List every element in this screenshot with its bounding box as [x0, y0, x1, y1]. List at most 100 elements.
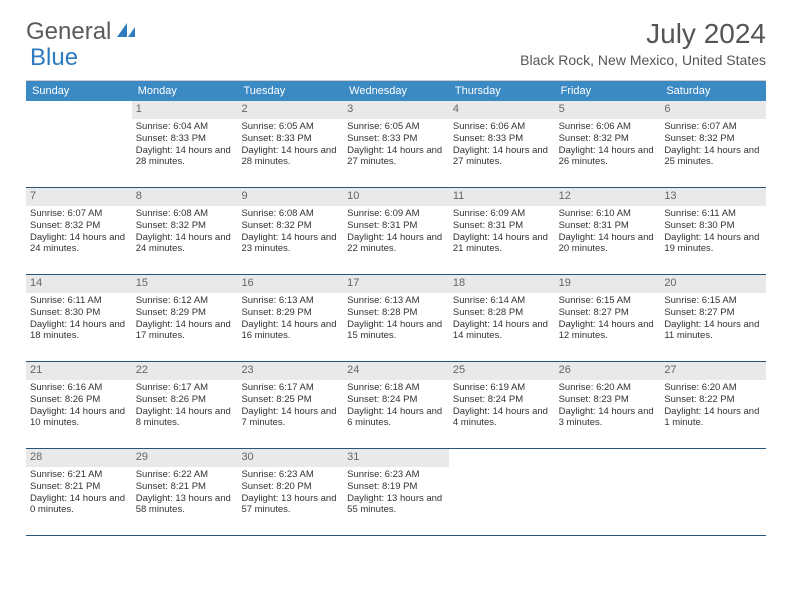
- weekday-header: Tuesday: [237, 81, 343, 101]
- sunset-line: Sunset: 8:26 PM: [30, 394, 128, 406]
- calendar-week-row: 28Sunrise: 6:21 AMSunset: 8:21 PMDayligh…: [26, 449, 766, 536]
- day-content: Sunrise: 6:11 AMSunset: 8:30 PMDaylight:…: [660, 206, 766, 260]
- sunrise-line: Sunrise: 6:14 AM: [453, 295, 551, 307]
- day-content: Sunrise: 6:11 AMSunset: 8:30 PMDaylight:…: [26, 293, 132, 347]
- calendar-day-cell: 20Sunrise: 6:15 AMSunset: 8:27 PMDayligh…: [660, 275, 766, 361]
- daylight-line: Daylight: 14 hours and 20 minutes.: [559, 232, 657, 256]
- calendar-day-cell: 7Sunrise: 6:07 AMSunset: 8:32 PMDaylight…: [26, 188, 132, 274]
- daylight-line: Daylight: 14 hours and 17 minutes.: [136, 319, 234, 343]
- calendar-day-cell: 28Sunrise: 6:21 AMSunset: 8:21 PMDayligh…: [26, 449, 132, 535]
- sunset-line: Sunset: 8:29 PM: [136, 307, 234, 319]
- calendar-day-cell: 1Sunrise: 6:04 AMSunset: 8:33 PMDaylight…: [132, 101, 238, 187]
- day-content: Sunrise: 6:08 AMSunset: 8:32 PMDaylight:…: [132, 206, 238, 260]
- day-content: Sunrise: 6:07 AMSunset: 8:32 PMDaylight:…: [660, 119, 766, 173]
- sunrise-line: Sunrise: 6:23 AM: [241, 469, 339, 481]
- sunset-line: Sunset: 8:31 PM: [453, 220, 551, 232]
- day-number: 31: [343, 449, 449, 467]
- day-number: 28: [26, 449, 132, 467]
- sunset-line: Sunset: 8:28 PM: [347, 307, 445, 319]
- daylight-line: Daylight: 14 hours and 23 minutes.: [241, 232, 339, 256]
- logo-sail-icon: [115, 21, 137, 44]
- sunrise-line: Sunrise: 6:12 AM: [136, 295, 234, 307]
- sunset-line: Sunset: 8:24 PM: [453, 394, 551, 406]
- calendar-week-row: 21Sunrise: 6:16 AMSunset: 8:26 PMDayligh…: [26, 362, 766, 449]
- calendar-day-cell: 17Sunrise: 6:13 AMSunset: 8:28 PMDayligh…: [343, 275, 449, 361]
- daylight-line: Daylight: 14 hours and 16 minutes.: [241, 319, 339, 343]
- day-content: Sunrise: 6:12 AMSunset: 8:29 PMDaylight:…: [132, 293, 238, 347]
- calendar-day-cell: 8Sunrise: 6:08 AMSunset: 8:32 PMDaylight…: [132, 188, 238, 274]
- sunrise-line: Sunrise: 6:20 AM: [664, 382, 762, 394]
- sunrise-line: Sunrise: 6:10 AM: [559, 208, 657, 220]
- day-number: 16: [237, 275, 343, 293]
- daylight-line: Daylight: 13 hours and 55 minutes.: [347, 493, 445, 517]
- sunrise-line: Sunrise: 6:08 AM: [241, 208, 339, 220]
- day-number: 30: [237, 449, 343, 467]
- day-content: Sunrise: 6:17 AMSunset: 8:25 PMDaylight:…: [237, 380, 343, 434]
- logo-text-gray: General: [26, 18, 111, 46]
- sunset-line: Sunset: 8:22 PM: [664, 394, 762, 406]
- sunset-line: Sunset: 8:32 PM: [241, 220, 339, 232]
- day-content: Sunrise: 6:10 AMSunset: 8:31 PMDaylight:…: [555, 206, 661, 260]
- sunrise-line: Sunrise: 6:23 AM: [347, 469, 445, 481]
- day-content: Sunrise: 6:20 AMSunset: 8:23 PMDaylight:…: [555, 380, 661, 434]
- day-content: Sunrise: 6:09 AMSunset: 8:31 PMDaylight:…: [343, 206, 449, 260]
- sunrise-line: Sunrise: 6:20 AM: [559, 382, 657, 394]
- sunset-line: Sunset: 8:31 PM: [559, 220, 657, 232]
- weekday-header: Sunday: [26, 81, 132, 101]
- calendar-day-cell: 22Sunrise: 6:17 AMSunset: 8:26 PMDayligh…: [132, 362, 238, 448]
- weekday-header: Wednesday: [343, 81, 449, 101]
- day-number: 21: [26, 362, 132, 380]
- day-number: 19: [555, 275, 661, 293]
- calendar-day-cell: [555, 449, 661, 535]
- calendar-day-cell: 27Sunrise: 6:20 AMSunset: 8:22 PMDayligh…: [660, 362, 766, 448]
- daylight-line: Daylight: 14 hours and 0 minutes.: [30, 493, 128, 517]
- day-content: Sunrise: 6:08 AMSunset: 8:32 PMDaylight:…: [237, 206, 343, 260]
- daylight-line: Daylight: 14 hours and 4 minutes.: [453, 406, 551, 430]
- weekday-header: Saturday: [660, 81, 766, 101]
- sunrise-line: Sunrise: 6:17 AM: [136, 382, 234, 394]
- calendar-day-cell: 24Sunrise: 6:18 AMSunset: 8:24 PMDayligh…: [343, 362, 449, 448]
- daylight-line: Daylight: 14 hours and 19 minutes.: [664, 232, 762, 256]
- daylight-line: Daylight: 14 hours and 3 minutes.: [559, 406, 657, 430]
- sunrise-line: Sunrise: 6:11 AM: [664, 208, 762, 220]
- day-number: 11: [449, 188, 555, 206]
- day-number: 29: [132, 449, 238, 467]
- sunset-line: Sunset: 8:32 PM: [559, 133, 657, 145]
- sunrise-line: Sunrise: 6:15 AM: [664, 295, 762, 307]
- daylight-line: Daylight: 14 hours and 21 minutes.: [453, 232, 551, 256]
- sunrise-line: Sunrise: 6:16 AM: [30, 382, 128, 394]
- day-content: Sunrise: 6:06 AMSunset: 8:33 PMDaylight:…: [449, 119, 555, 173]
- day-number: 3: [343, 101, 449, 119]
- calendar-day-cell: 2Sunrise: 6:05 AMSunset: 8:33 PMDaylight…: [237, 101, 343, 187]
- calendar-day-cell: 10Sunrise: 6:09 AMSunset: 8:31 PMDayligh…: [343, 188, 449, 274]
- sunrise-line: Sunrise: 6:19 AM: [453, 382, 551, 394]
- daylight-line: Daylight: 14 hours and 24 minutes.: [136, 232, 234, 256]
- sunrise-line: Sunrise: 6:05 AM: [241, 121, 339, 133]
- day-content: Sunrise: 6:20 AMSunset: 8:22 PMDaylight:…: [660, 380, 766, 434]
- day-number: 2: [237, 101, 343, 119]
- daylight-line: Daylight: 13 hours and 58 minutes.: [136, 493, 234, 517]
- sunrise-line: Sunrise: 6:15 AM: [559, 295, 657, 307]
- day-content: Sunrise: 6:06 AMSunset: 8:32 PMDaylight:…: [555, 119, 661, 173]
- daylight-line: Daylight: 14 hours and 27 minutes.: [453, 145, 551, 169]
- day-content: Sunrise: 6:17 AMSunset: 8:26 PMDaylight:…: [132, 380, 238, 434]
- calendar-day-cell: 31Sunrise: 6:23 AMSunset: 8:19 PMDayligh…: [343, 449, 449, 535]
- calendar-day-cell: 29Sunrise: 6:22 AMSunset: 8:21 PMDayligh…: [132, 449, 238, 535]
- weekday-header-row: SundayMondayTuesdayWednesdayThursdayFrid…: [26, 81, 766, 101]
- title-block: July 2024 Black Rock, New Mexico, United…: [520, 18, 766, 68]
- day-number: 15: [132, 275, 238, 293]
- calendar-day-cell: 12Sunrise: 6:10 AMSunset: 8:31 PMDayligh…: [555, 188, 661, 274]
- sunrise-line: Sunrise: 6:09 AM: [347, 208, 445, 220]
- sunset-line: Sunset: 8:27 PM: [664, 307, 762, 319]
- daylight-line: Daylight: 14 hours and 27 minutes.: [347, 145, 445, 169]
- calendar: SundayMondayTuesdayWednesdayThursdayFrid…: [26, 80, 766, 536]
- calendar-week-row: 1Sunrise: 6:04 AMSunset: 8:33 PMDaylight…: [26, 101, 766, 188]
- day-number: 12: [555, 188, 661, 206]
- day-content: Sunrise: 6:23 AMSunset: 8:20 PMDaylight:…: [237, 467, 343, 521]
- day-number: 17: [343, 275, 449, 293]
- calendar-day-cell: 26Sunrise: 6:20 AMSunset: 8:23 PMDayligh…: [555, 362, 661, 448]
- sunset-line: Sunset: 8:26 PM: [136, 394, 234, 406]
- sunset-line: Sunset: 8:23 PM: [559, 394, 657, 406]
- day-content: Sunrise: 6:04 AMSunset: 8:33 PMDaylight:…: [132, 119, 238, 173]
- day-content: Sunrise: 6:13 AMSunset: 8:28 PMDaylight:…: [343, 293, 449, 347]
